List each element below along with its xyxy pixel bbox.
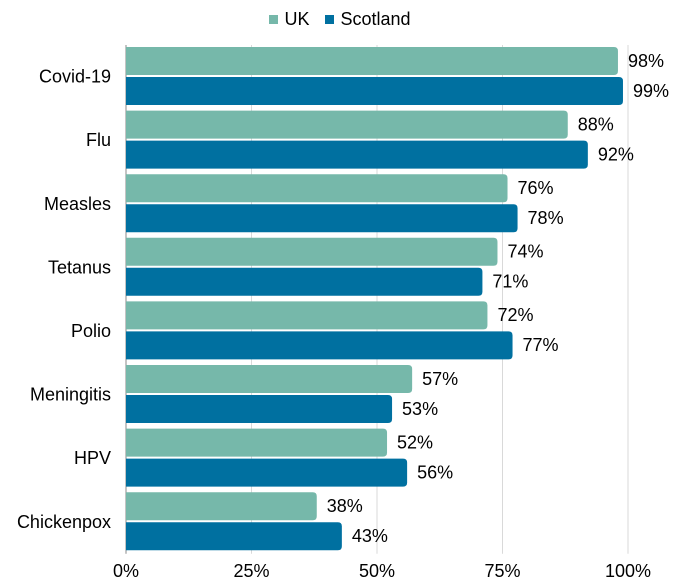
- bar-scotland: [126, 395, 393, 423]
- category-label: Measles: [44, 194, 111, 214]
- legend-item-scotland: Scotland: [325, 9, 411, 30]
- bar-uk: [126, 428, 388, 457]
- category-label: Polio: [71, 321, 111, 341]
- legend: UK Scotland: [0, 9, 680, 30]
- data-label: 78%: [528, 208, 564, 228]
- bar-scotland: [126, 77, 623, 105]
- data-label: 99%: [633, 81, 669, 101]
- legend-swatch-scotland: [325, 15, 335, 24]
- category-label: Flu: [86, 130, 111, 150]
- data-label: 74%: [507, 242, 543, 262]
- legend-swatch-uk: [269, 15, 279, 24]
- category-label: Chickenpox: [17, 512, 111, 532]
- x-tick-label: 75%: [484, 561, 520, 581]
- bar-uk: [126, 365, 413, 393]
- data-label: 92%: [598, 144, 634, 164]
- data-label: 53%: [402, 399, 438, 419]
- bar-uk: [126, 174, 508, 203]
- data-label: 38%: [327, 496, 363, 516]
- bar-scotland: [126, 331, 513, 360]
- bar-uk: [126, 301, 488, 330]
- legend-label-scotland: Scotland: [340, 9, 411, 29]
- data-label: 52%: [397, 432, 433, 452]
- data-label: 56%: [417, 462, 453, 482]
- category-label: Meningitis: [30, 385, 111, 405]
- data-label: 72%: [497, 305, 533, 325]
- x-tick-label: 100%: [605, 561, 651, 581]
- x-tick-label: 50%: [359, 561, 395, 581]
- bar-uk: [126, 237, 498, 266]
- legend-item-uk: UK: [269, 9, 309, 30]
- category-label: HPV: [74, 448, 111, 468]
- bar-uk: [126, 492, 317, 521]
- bar-scotland: [126, 140, 588, 169]
- data-label: 76%: [518, 178, 554, 198]
- x-tick-label: 0%: [113, 561, 139, 581]
- data-label: 71%: [492, 272, 528, 292]
- bar-scotland: [126, 267, 483, 296]
- data-label: 77%: [523, 335, 559, 355]
- bar-scotland: [126, 458, 408, 487]
- bar-scotland: [126, 204, 518, 233]
- x-tick-label: 25%: [233, 561, 269, 581]
- category-label: Tetanus: [48, 257, 111, 277]
- bar-uk: [126, 47, 618, 75]
- bar-scotland: [126, 522, 342, 551]
- legend-label-uk: UK: [284, 9, 310, 29]
- data-label: 43%: [352, 526, 388, 546]
- data-label: 57%: [422, 369, 458, 389]
- data-label: 98%: [628, 51, 664, 71]
- bar-uk: [126, 110, 568, 139]
- category-label: Covid-19: [39, 67, 111, 87]
- data-label: 88%: [578, 114, 614, 134]
